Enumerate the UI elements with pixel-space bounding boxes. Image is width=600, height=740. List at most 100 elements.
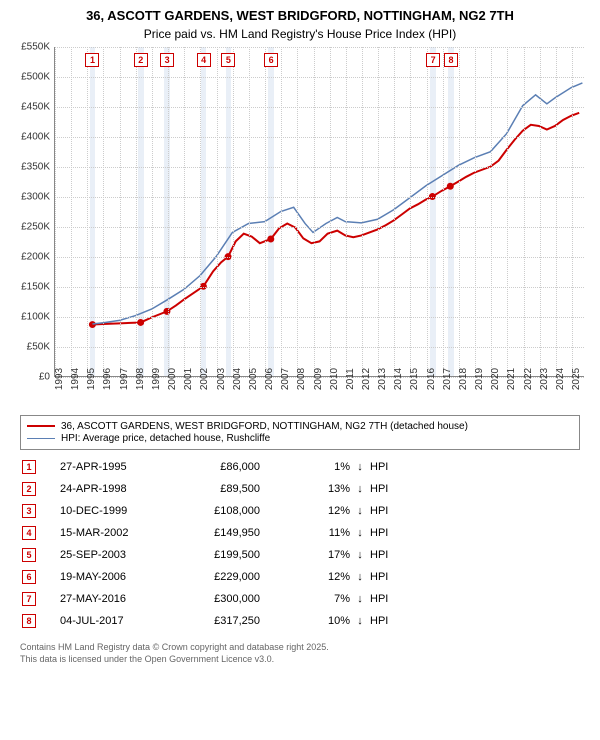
y-tick-label: £450K <box>21 101 50 112</box>
sale-row-price: £229,000 <box>190 571 300 583</box>
sale-row-price: £317,250 <box>190 615 300 627</box>
gridline-v <box>346 47 347 376</box>
sale-number-box: 5 <box>221 53 235 67</box>
sale-row-pct: 11% <box>300 527 350 539</box>
x-tick-label: 2014 <box>393 368 404 390</box>
y-tick-label: £200K <box>21 251 50 262</box>
x-tick-label: 2021 <box>506 368 517 390</box>
gridline-v <box>507 47 508 376</box>
x-tick-label: 2013 <box>377 368 388 390</box>
gridline-v <box>540 47 541 376</box>
gridline-h <box>55 257 584 258</box>
gridline-h <box>55 47 584 48</box>
sale-row-pct: 17% <box>300 549 350 561</box>
y-tick-label: £100K <box>21 311 50 322</box>
sale-row-number: 6 <box>22 570 36 584</box>
sale-row-vs: HPI <box>370 461 388 473</box>
sale-row-price: £199,500 <box>190 549 300 561</box>
y-tick-label: £500K <box>21 71 50 82</box>
sale-row-number: 5 <box>22 548 36 562</box>
gridline-h <box>55 77 584 78</box>
x-tick-label: 1995 <box>86 368 97 390</box>
x-tick-label: 2000 <box>167 368 178 390</box>
x-tick-label: 2001 <box>183 368 194 390</box>
gridline-v <box>55 47 56 376</box>
gridline-v <box>524 47 525 376</box>
down-arrow-icon: ↓ <box>350 527 370 539</box>
sale-row-date: 04-JUL-2017 <box>60 615 190 627</box>
gridline-h <box>55 317 584 318</box>
gridline-h <box>55 287 584 288</box>
sale-row-date: 27-APR-1995 <box>60 461 190 473</box>
sale-row: 310-DEC-1999£108,00012%↓HPI <box>20 500 580 522</box>
x-tick-label: 1999 <box>151 368 162 390</box>
sale-row-pct: 7% <box>300 593 350 605</box>
gridline-v <box>314 47 315 376</box>
x-tick-label: 2007 <box>280 368 291 390</box>
gridline-h <box>55 167 584 168</box>
sale-row-vs: HPI <box>370 505 388 517</box>
legend-swatch-1 <box>27 425 55 427</box>
gridline-v <box>427 47 428 376</box>
legend-swatch-2 <box>27 438 55 439</box>
y-tick-label: £0 <box>39 371 50 382</box>
sales-table: 127-APR-1995£86,0001%↓HPI224-APR-1998£89… <box>20 456 580 632</box>
sale-row-vs: HPI <box>370 571 388 583</box>
legend-label-1: 36, ASCOTT GARDENS, WEST BRIDGFORD, NOTT… <box>61 421 468 432</box>
legend: 36, ASCOTT GARDENS, WEST BRIDGFORD, NOTT… <box>20 415 580 450</box>
sale-row-date: 15-MAR-2002 <box>60 527 190 539</box>
x-tick-label: 2002 <box>199 368 210 390</box>
gridline-v <box>281 47 282 376</box>
legend-item-hpi: HPI: Average price, detached house, Rush… <box>27 433 573 444</box>
sale-number-box: 2 <box>134 53 148 67</box>
gridline-h <box>55 107 584 108</box>
gridline-v <box>152 47 153 376</box>
gridline-v <box>120 47 121 376</box>
footer-line-1: Contains HM Land Registry data © Crown c… <box>20 642 580 654</box>
gridline-v <box>265 47 266 376</box>
y-axis: £0£50K£100K£150K£200K£250K£300K£350K£400… <box>10 47 52 377</box>
sale-row-number: 8 <box>22 614 36 628</box>
sale-marker <box>447 183 454 190</box>
gridline-h <box>55 137 584 138</box>
sale-number-box: 3 <box>160 53 174 67</box>
sale-row: 224-APR-1998£89,50013%↓HPI <box>20 478 580 500</box>
gridline-h <box>55 227 584 228</box>
sale-row: 619-MAY-2006£229,00012%↓HPI <box>20 566 580 588</box>
x-tick-label: 2023 <box>539 368 550 390</box>
sale-row-vs: HPI <box>370 615 388 627</box>
sale-row-number: 2 <box>22 482 36 496</box>
gridline-v <box>378 47 379 376</box>
chart-subtitle: Price paid vs. HM Land Registry's House … <box>0 27 600 47</box>
y-tick-label: £300K <box>21 191 50 202</box>
gridline-v <box>168 47 169 376</box>
gridline-v <box>103 47 104 376</box>
sale-row-price: £89,500 <box>190 483 300 495</box>
down-arrow-icon: ↓ <box>350 505 370 517</box>
x-tick-label: 2003 <box>216 368 227 390</box>
gridline-v <box>410 47 411 376</box>
x-tick-label: 2009 <box>313 368 324 390</box>
gridline-v <box>572 47 573 376</box>
sale-row-number: 3 <box>22 504 36 518</box>
gridline-v <box>87 47 88 376</box>
y-tick-label: £250K <box>21 221 50 232</box>
x-tick-label: 1998 <box>135 368 146 390</box>
sale-row-price: £86,000 <box>190 461 300 473</box>
sale-row-vs: HPI <box>370 549 388 561</box>
sale-row-pct: 1% <box>300 461 350 473</box>
gridline-v <box>184 47 185 376</box>
legend-item-price-paid: 36, ASCOTT GARDENS, WEST BRIDGFORD, NOTT… <box>27 421 573 432</box>
x-tick-label: 2005 <box>248 368 259 390</box>
sale-number-box: 6 <box>264 53 278 67</box>
sale-marker <box>137 319 144 326</box>
sale-row: 525-SEP-2003£199,50017%↓HPI <box>20 544 580 566</box>
sale-row: 727-MAY-2016£300,0007%↓HPI <box>20 588 580 610</box>
gridline-h <box>55 347 584 348</box>
x-tick-label: 2015 <box>409 368 420 390</box>
x-tick-label: 2022 <box>523 368 534 390</box>
sale-number-box: 8 <box>444 53 458 67</box>
down-arrow-icon: ↓ <box>350 549 370 561</box>
chart-title: 36, ASCOTT GARDENS, WEST BRIDGFORD, NOTT… <box>0 0 600 27</box>
sale-row-date: 24-APR-1998 <box>60 483 190 495</box>
